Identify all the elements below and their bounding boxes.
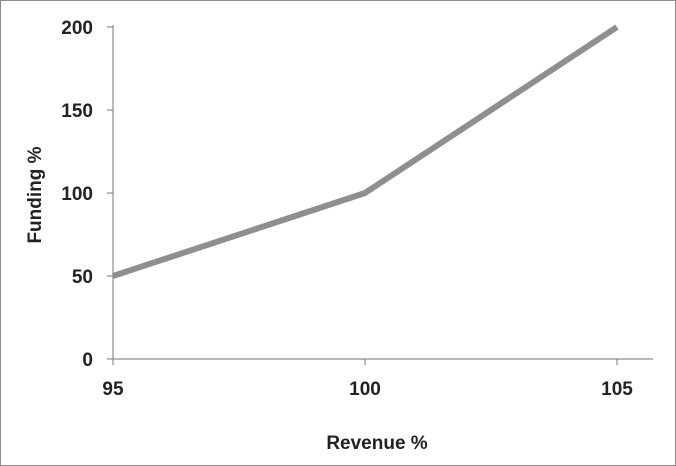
x-tick-label: 100 xyxy=(349,379,381,400)
x-tick-label: 105 xyxy=(601,379,633,400)
y-tick-label: 0 xyxy=(82,350,93,371)
y-tick-label: 50 xyxy=(72,267,93,288)
y-axis-title: Funding % xyxy=(25,146,46,243)
series-group xyxy=(112,24,619,279)
series-line xyxy=(112,24,619,279)
tick-labels: 0 50 100 150 200 95 100 105 xyxy=(61,18,633,400)
y-tick-label: 100 xyxy=(61,184,93,205)
y-tick-label: 150 xyxy=(61,101,93,122)
y-tick-label: 200 xyxy=(61,18,93,39)
x-tick-label: 95 xyxy=(102,379,124,400)
axes xyxy=(112,25,653,360)
x-axis-title: Revenue % xyxy=(326,433,427,454)
